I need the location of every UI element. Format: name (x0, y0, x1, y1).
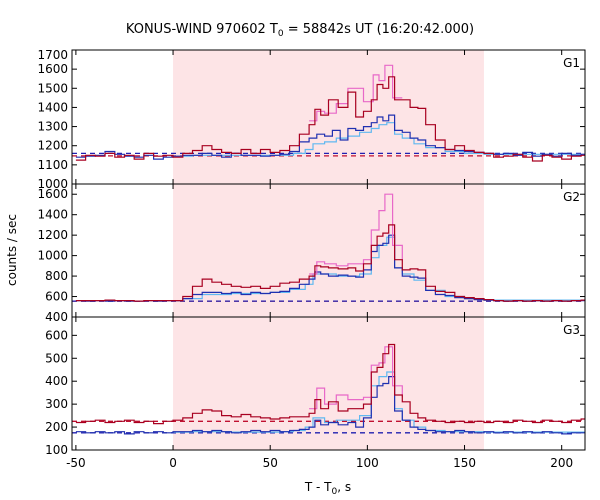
panels: 10001100120013001400150016001700G1400600… (37, 48, 586, 470)
panel-label: G3 (563, 323, 580, 337)
y-tick-label: 800 (45, 269, 68, 283)
series-pink (309, 193, 403, 275)
y-tick-label: 1400 (37, 208, 68, 222)
series-dark-red (75, 343, 585, 425)
burst-interval-shading (173, 50, 484, 184)
y-axis-label: counts / sec (5, 214, 19, 286)
panel-frame (71, 316, 586, 451)
y-tick-label: 1600 (37, 187, 68, 201)
panel-g3: 100 200 300 400 500 600 G3 (45, 316, 586, 457)
y-tick-label: 1300 (37, 120, 68, 134)
y-tick-label: 1200 (37, 139, 68, 153)
burst-interval-shading (173, 317, 484, 450)
y-tick-label: 400 (45, 374, 68, 388)
series-dark-red (75, 224, 585, 302)
x-tick-label: 50 (263, 456, 278, 470)
panel-g2: 400 600 800 1000 1200 1400 1600 G2 (37, 183, 586, 324)
series-blue (75, 376, 585, 435)
y-tick-label: 100 (45, 443, 68, 457)
y-tick-label: 600 (45, 290, 68, 304)
x-tick-label: 0 (169, 456, 177, 470)
y-tick-label: 1700 (37, 48, 68, 62)
series-pink (309, 64, 403, 122)
y-tick-label: 1200 (37, 228, 68, 242)
y-tick-label: 1000 (37, 177, 68, 191)
y-tick-label: 1000 (37, 249, 68, 263)
x-tick-label: -50 (66, 456, 86, 470)
y-tick-label: 500 (45, 351, 68, 365)
y-tick-label: 1600 (37, 62, 68, 76)
y-tick-label: 600 (45, 328, 68, 342)
chart-title: KONUS-WIND 970602 T0 = 58842s UT (16:20:… (126, 22, 474, 39)
y-tick-label: 1400 (37, 100, 68, 114)
series-dark-red (75, 76, 585, 162)
y-tick-label: 1500 (37, 81, 68, 95)
series-pink (309, 346, 403, 410)
y-tick-label: 400 (45, 310, 68, 324)
x-tick-label: 100 (356, 456, 379, 470)
y-tick-label: 1100 (37, 158, 68, 172)
x-tick-label: 150 (453, 456, 476, 470)
burst-interval-shading (173, 184, 484, 317)
series-blue (75, 114, 585, 160)
x-axis-label: T - T0, s (304, 480, 351, 497)
y-tick-label: 300 (45, 397, 68, 411)
panel-label: G1 (563, 56, 580, 70)
x-tick-label: 200 (550, 456, 573, 470)
panel-label: G2 (563, 190, 580, 204)
y-tick-label: 200 (45, 420, 68, 434)
